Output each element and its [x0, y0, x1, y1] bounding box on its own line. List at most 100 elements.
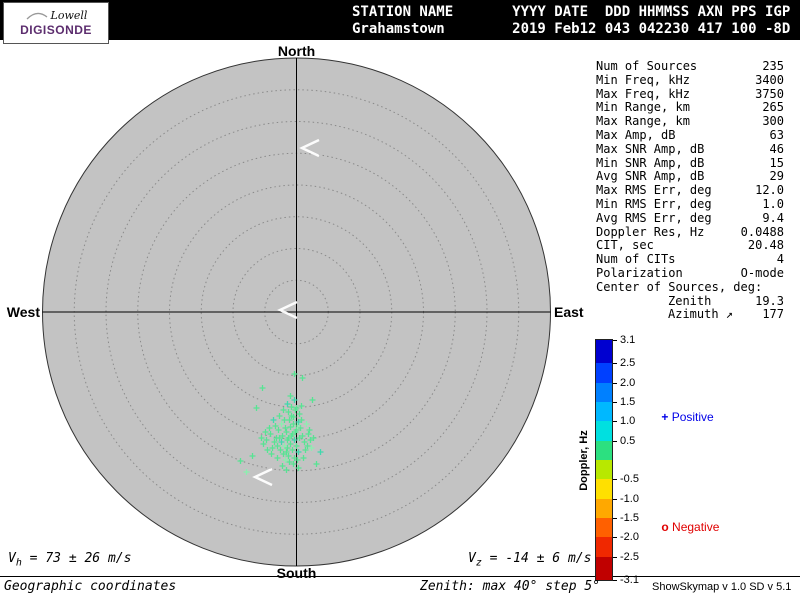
stat-row: Min RMS Err, deg 1.0: [596, 196, 784, 212]
colorbar-tick-label: 3.1: [620, 334, 636, 346]
colorbar-tick-label: -3.1: [620, 574, 639, 586]
stat-row: Avg SNR Amp, dB 29: [596, 170, 784, 184]
stat-row: Max Range, km 300: [596, 114, 784, 129]
stat-value: 19.3: [755, 293, 784, 308]
stat-label: Max Range, km: [596, 114, 690, 129]
horizontal-velocity: Vh = 73 ± 26 m/s: [8, 551, 131, 569]
colorbar-tick: [613, 440, 617, 442]
stat-label: Zenith: [668, 293, 712, 308]
source-point: [271, 439, 278, 445]
source-point: [272, 423, 279, 429]
stat-value: 3750: [755, 86, 784, 101]
stat-row: Max RMS Err, deg 12.0: [596, 183, 784, 198]
source-point: [298, 403, 305, 409]
stat-row: Min SNR Amp, dB 15: [596, 156, 784, 171]
stat-value: 1.0: [762, 196, 784, 211]
logo-name: Lowell: [50, 9, 88, 22]
colorbar-tick-label: -0.5: [620, 473, 639, 486]
source-point: [263, 437, 270, 443]
source-point: [295, 449, 302, 455]
colorbar-tick: [613, 556, 617, 558]
label-west: West: [6, 304, 40, 320]
colorbar-segment: [596, 459, 612, 480]
colorbar-segment: [596, 363, 612, 383]
source-point: [284, 437, 291, 443]
colorbar-gradient: [595, 339, 613, 581]
colorbar-tick: [613, 363, 617, 365]
velocity-arrow-icon: [299, 138, 320, 158]
source-point: [293, 405, 300, 411]
stat-row: Zenith 19.3: [596, 293, 784, 309]
footer-divider: [0, 576, 800, 577]
source-point: [303, 421, 310, 427]
source-point: [310, 435, 317, 441]
stat-label: Polarization: [596, 265, 683, 280]
stat-value: 46: [769, 141, 784, 156]
stat-value: 300: [762, 114, 784, 129]
source-point: [267, 431, 274, 437]
vz-value: = -14 ± 6 m/s: [481, 551, 592, 566]
source-point: [304, 443, 311, 449]
label-east: East: [554, 304, 584, 320]
coordinates-label: Geographic coordinates: [4, 579, 177, 594]
stat-row: Polarization O-mode: [596, 265, 784, 281]
source-point: [294, 423, 301, 429]
legend-negative: o Negative: [648, 506, 719, 548]
source-point: [293, 443, 300, 449]
source-point: [278, 421, 285, 427]
colorbar-segment: [596, 340, 612, 364]
source-point: [288, 404, 295, 410]
colorbar-tick-label: 1.5: [620, 395, 636, 408]
header-values: Grahamstown 2019 Feb12 043 042230 417 10…: [352, 21, 791, 37]
vh-value: = 73 ± 26 m/s: [21, 551, 132, 566]
stat-row: Avg RMS Err, deg 9.4: [596, 211, 784, 226]
stat-label: Max Amp, dB: [596, 127, 676, 142]
stat-value: 4: [776, 252, 784, 267]
version-label: ShowSkymap v 1.0 SD v 5.1: [652, 581, 792, 593]
zenith-scale-note: Zenith: max 40° step 5°: [420, 579, 601, 594]
colorbar-segment: [596, 498, 612, 518]
stat-label: Doppler Res, Hz: [596, 224, 705, 239]
label-south: South: [276, 565, 317, 581]
source-point: [300, 455, 307, 461]
colorbar-segment: [596, 401, 612, 422]
plus-marker-icon: +: [661, 410, 669, 424]
colorbar-segment: [596, 421, 612, 441]
colorbar-tick-label: -2.5: [620, 550, 639, 563]
source-point: [294, 457, 301, 463]
doppler-colorbar: Doppler, Hz 3.1 2.5 2.0 1.5 1.0 0.5 -0.5 -1.0 -1…: [560, 334, 690, 586]
source-point: [270, 417, 277, 423]
stat-row: Max SNR Amp, dB 46: [596, 141, 784, 157]
source-point: [269, 445, 276, 451]
source-point: [253, 405, 260, 411]
legend-positive-label: Positive: [668, 410, 714, 424]
colorbar-tick-label: 0.5: [620, 434, 636, 447]
source-point: [276, 435, 283, 441]
colorbar-tick-label: -1.0: [620, 492, 639, 505]
stat-row: Doppler Res, Hz 0.0488: [596, 224, 784, 240]
source-point: [287, 393, 294, 399]
colorbar-tick: [613, 421, 617, 423]
source-point: [249, 453, 256, 459]
velocity-arrow-icon: [252, 467, 273, 487]
stat-value: O-mode: [740, 265, 784, 280]
source-point: [243, 469, 250, 475]
source-point: [291, 437, 298, 443]
source-point: [277, 447, 284, 453]
stats-panel: Num of Sources 235 Min Freq, kHz 3400 Max Fr…: [596, 59, 784, 322]
source-point: [305, 431, 312, 437]
source-point: [284, 445, 291, 451]
colorbar-ticks: 3.1 2.5 2.0 1.5 1.0 0.5 -0.5 -1.0 -1.5 -2.0 -2.5 -3…: [613, 334, 673, 586]
source-point: [302, 447, 309, 453]
stat-value: 63: [769, 127, 784, 142]
lowell-digisonde-logo: Lowell DIGISONDE: [3, 2, 109, 44]
stat-label: Min Freq, kHz: [596, 72, 690, 87]
stat-label: Center of Sources, deg:: [596, 279, 763, 294]
velocity-arrow-icon: [277, 300, 298, 320]
vertical-velocity: Vz = -14 ± 6 m/s: [468, 551, 591, 569]
source-point: [262, 429, 269, 435]
stat-label: Num of CITs: [596, 252, 676, 267]
stat-value: 0.0488: [740, 224, 784, 239]
source-point: [308, 445, 315, 451]
